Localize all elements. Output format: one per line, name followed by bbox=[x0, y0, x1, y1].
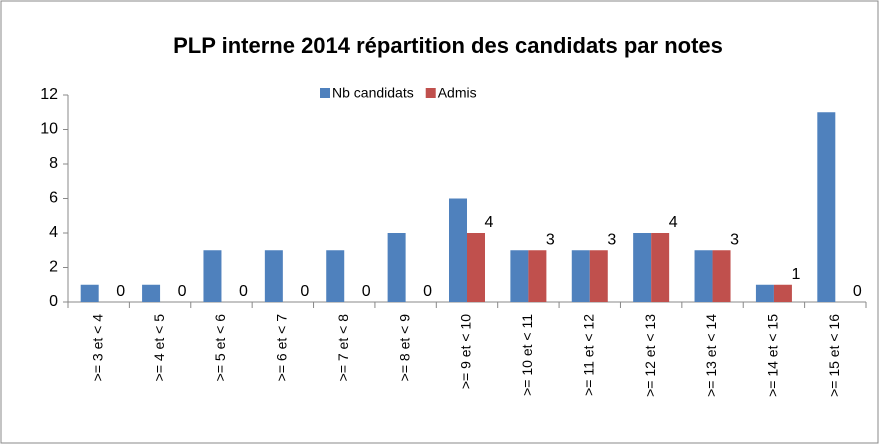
bar bbox=[387, 233, 406, 302]
data-label: 0 bbox=[178, 283, 187, 300]
data-label: 0 bbox=[853, 283, 862, 300]
y-tick-label: 12 bbox=[40, 86, 58, 103]
legend-swatch bbox=[320, 88, 330, 98]
bar bbox=[467, 233, 485, 302]
data-label: 4 bbox=[669, 214, 678, 231]
data-label: 0 bbox=[362, 283, 371, 300]
x-tick-label: >= 5 et < 6 bbox=[212, 314, 228, 382]
x-tick-label: >= 7 et < 8 bbox=[335, 314, 351, 382]
x-tick-label: >= 6 et < 7 bbox=[274, 314, 290, 382]
x-tick-label: >= 8 et < 9 bbox=[396, 314, 412, 382]
x-tick-label: >= 10 et < 11 bbox=[519, 314, 535, 396]
bar bbox=[264, 250, 283, 302]
y-tick-label: 0 bbox=[49, 293, 58, 310]
bar bbox=[142, 284, 161, 302]
x-tick-label: >= 13 et < 14 bbox=[703, 314, 719, 397]
bar bbox=[510, 250, 529, 302]
x-tick-label: >= 3 et < 4 bbox=[89, 314, 105, 382]
chart-title: PLP interne 2014 répartition des candida… bbox=[173, 33, 723, 58]
legend-swatch bbox=[425, 88, 436, 98]
data-label: 0 bbox=[423, 283, 432, 300]
y-tick-label: 10 bbox=[40, 121, 58, 138]
bar bbox=[571, 250, 590, 302]
x-tick-label: >= 12 et < 13 bbox=[642, 314, 658, 397]
bar bbox=[528, 250, 547, 302]
data-label: 4 bbox=[485, 214, 494, 231]
bar bbox=[589, 250, 608, 302]
x-tick-label: >= 9 et < 10 bbox=[458, 314, 474, 389]
bar bbox=[326, 250, 345, 302]
legend-label: Nb candidats bbox=[332, 85, 414, 101]
y-tick-label: 8 bbox=[49, 155, 58, 172]
bar bbox=[773, 284, 792, 302]
data-label: 3 bbox=[730, 231, 739, 248]
bar bbox=[80, 284, 99, 302]
bar bbox=[712, 250, 731, 302]
x-tick-label: >= 11 et < 12 bbox=[580, 314, 596, 396]
bar bbox=[651, 233, 670, 302]
x-tick-label: >= 14 et < 15 bbox=[765, 314, 781, 397]
bar bbox=[755, 284, 774, 302]
y-tick-label: 4 bbox=[49, 224, 58, 241]
bar bbox=[633, 233, 652, 302]
data-label: 3 bbox=[546, 231, 555, 248]
bar bbox=[449, 198, 467, 302]
data-label: 0 bbox=[239, 283, 248, 300]
data-label: 0 bbox=[116, 283, 125, 300]
data-label: 3 bbox=[607, 231, 616, 248]
x-tick-label: >= 4 et < 5 bbox=[151, 314, 167, 382]
x-tick-label: >= 15 et < 16 bbox=[826, 314, 842, 397]
bar bbox=[817, 112, 836, 302]
y-tick-label: 6 bbox=[49, 190, 58, 207]
y-tick-label: 2 bbox=[49, 259, 58, 276]
legend-label: Admis bbox=[438, 85, 477, 101]
bar bbox=[203, 250, 222, 302]
bar bbox=[694, 250, 713, 302]
data-label: 1 bbox=[791, 266, 800, 283]
data-label: 0 bbox=[300, 283, 309, 300]
